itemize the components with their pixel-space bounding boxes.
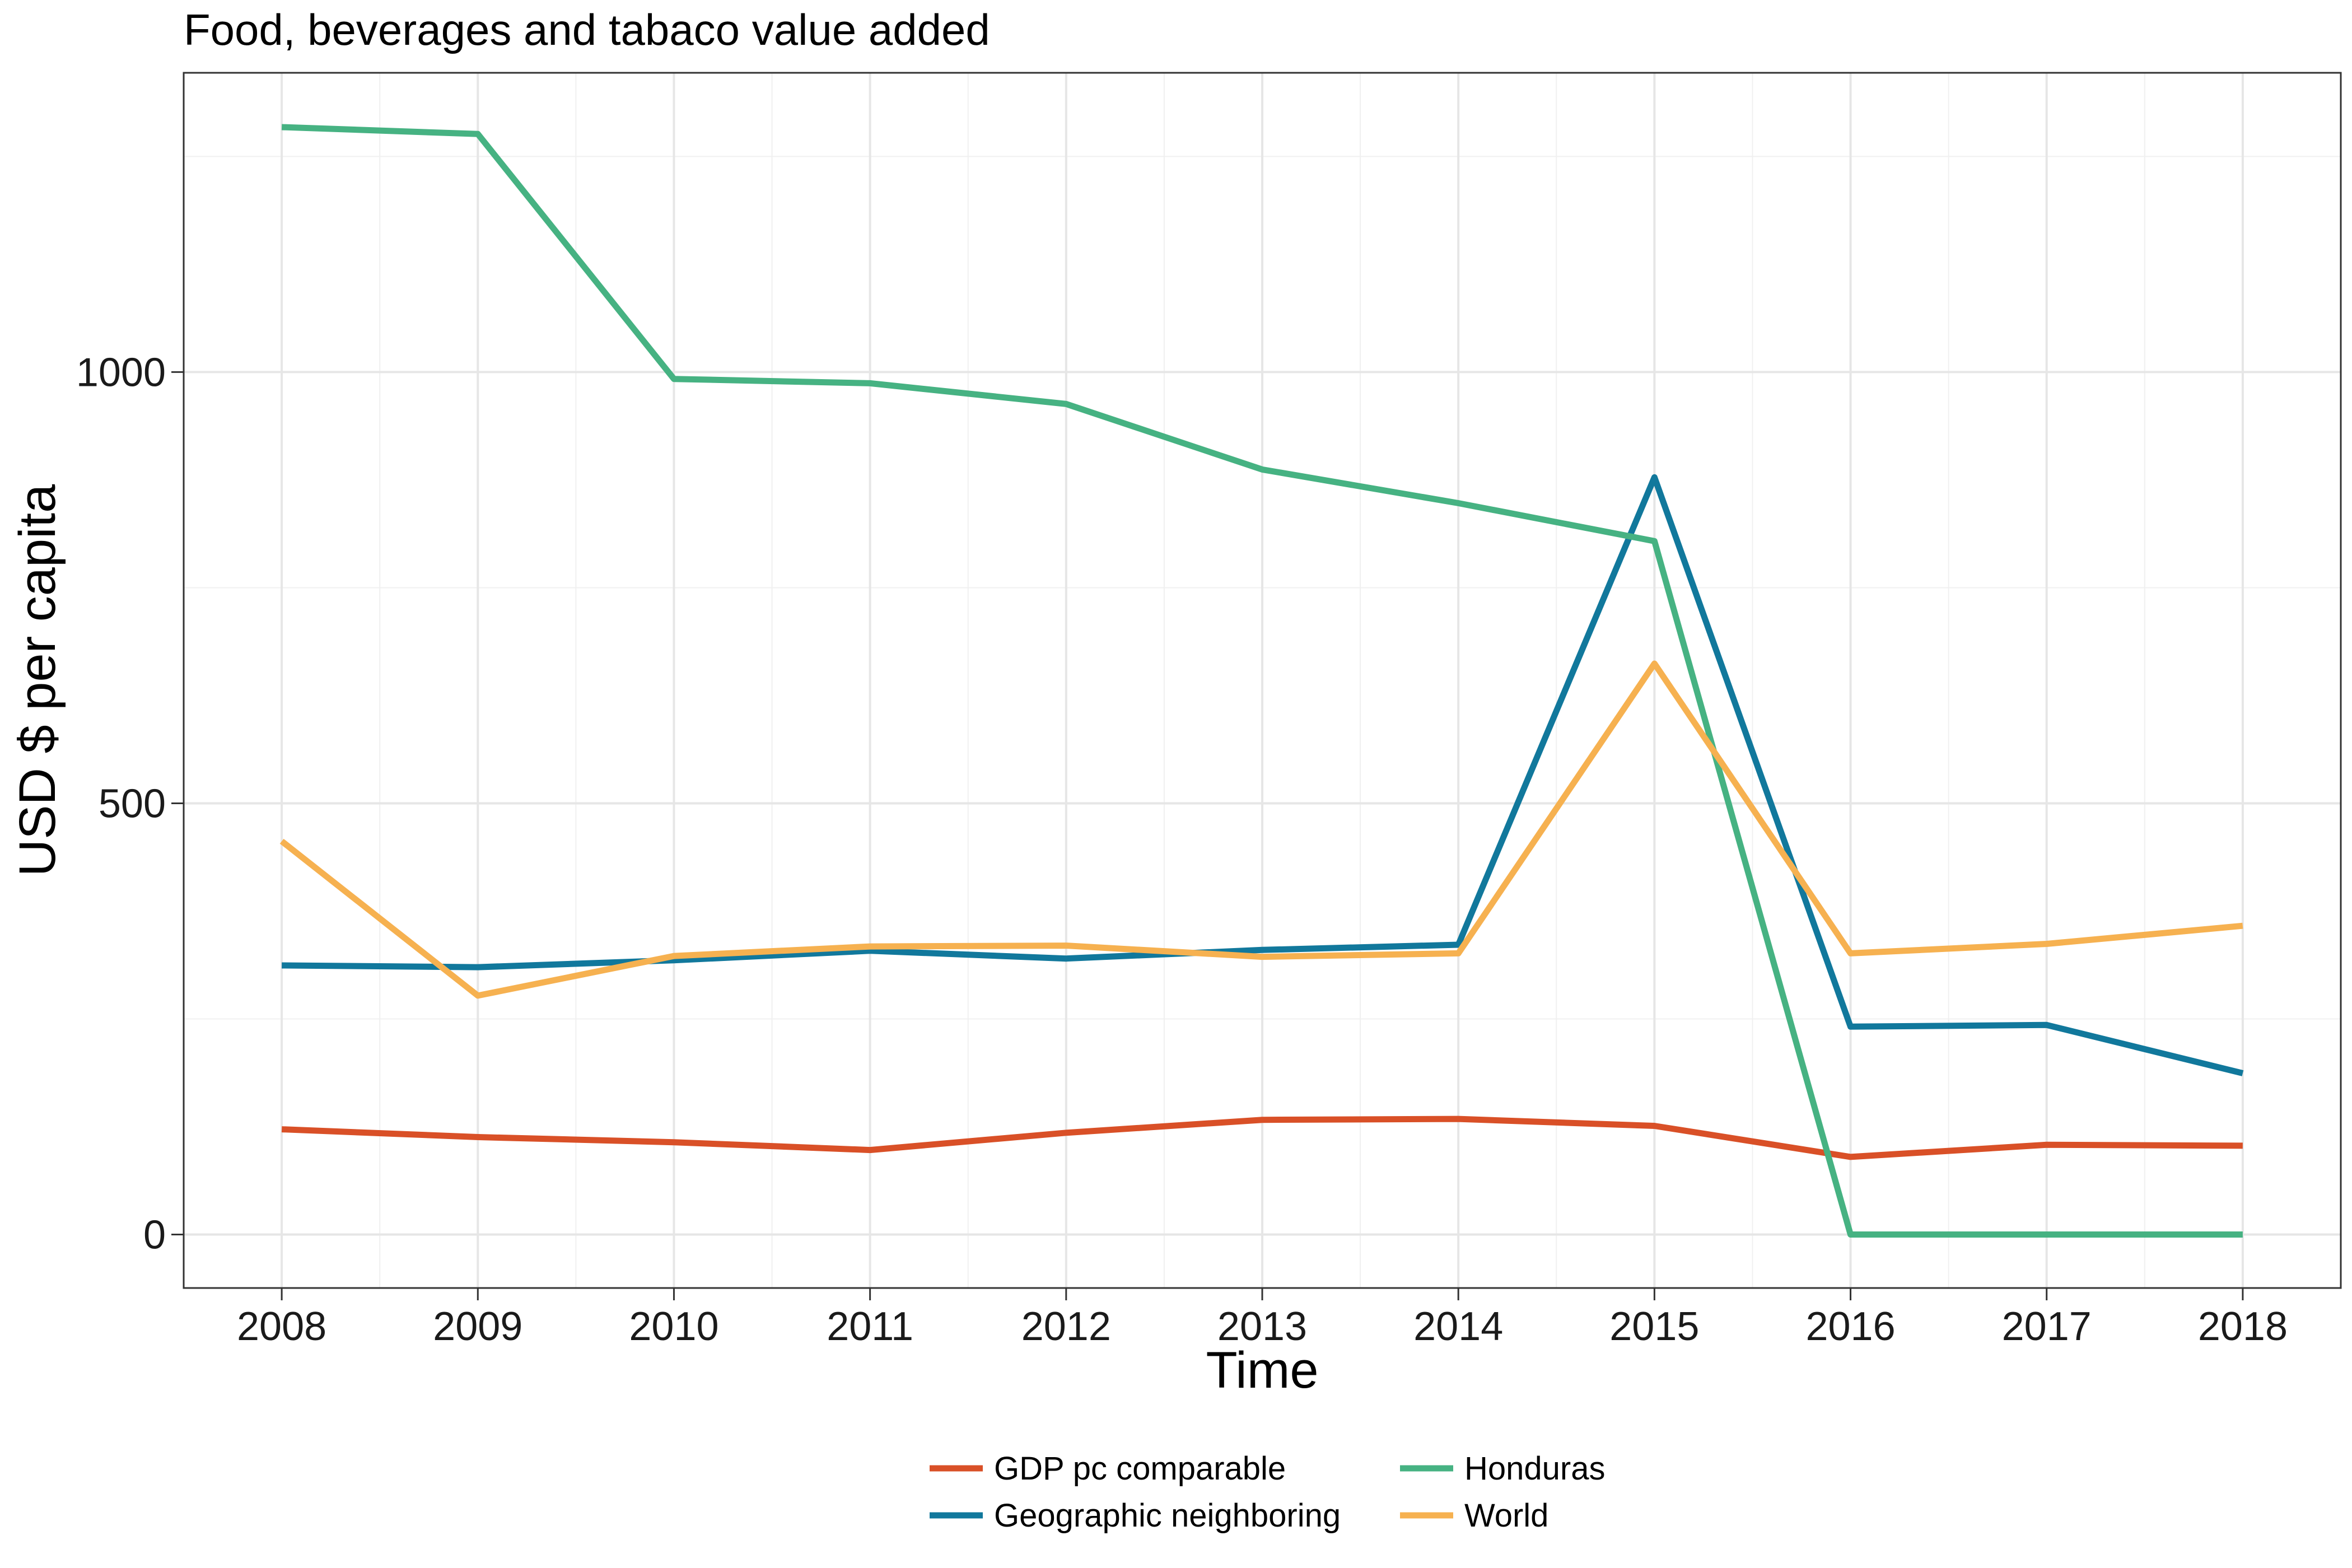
- x-tick-label: 2016: [1805, 1304, 1895, 1349]
- series-lines: [279, 124, 2244, 1238]
- axes: 2008 2009 2010 2011 2012 2013 2014 2015 2016 2017…: [76, 350, 2288, 1349]
- x-tick-label: 2015: [1609, 1304, 1699, 1349]
- legend-label: Honduras: [1464, 1450, 1605, 1487]
- x-axis-title: Time: [1206, 1342, 1318, 1399]
- chart-title: Food, beverages and tabaco value added: [184, 5, 990, 54]
- y-tick-label: 0: [143, 1213, 166, 1258]
- legend-label: GDP pc comparable: [994, 1450, 1286, 1487]
- y-tick-label: 500: [99, 781, 166, 826]
- x-tick-label: 2018: [2198, 1304, 2288, 1349]
- x-tick-label: 2011: [827, 1304, 913, 1349]
- series-line-world: [279, 660, 2243, 999]
- series-line-gdp-pc-comparable: [281, 1116, 2243, 1160]
- legend-item: Honduras: [1400, 1450, 1605, 1487]
- x-tick-label: 2014: [1413, 1304, 1503, 1349]
- y-axis-title: USD $ per capita: [9, 484, 66, 876]
- legend-item: Geographic neighboring: [930, 1497, 1341, 1534]
- x-tick-label: 2017: [2002, 1304, 2092, 1349]
- series-line-geographic-neighboring: [282, 474, 2244, 1076]
- x-tick-label: 2008: [237, 1304, 326, 1349]
- legend-label: World: [1464, 1497, 1548, 1534]
- legend-item: World: [1400, 1497, 1548, 1534]
- x-tick-label: 2009: [433, 1304, 522, 1349]
- legend: GDP pc comparable Geographic neighboring H…: [930, 1450, 1605, 1534]
- legend-label: Geographic neighboring: [994, 1497, 1341, 1534]
- y-tick-label: 1000: [76, 350, 166, 395]
- series-line-honduras: [281, 124, 2243, 1238]
- x-tick-label: 2010: [629, 1304, 718, 1349]
- legend-item: GDP pc comparable: [930, 1450, 1286, 1487]
- x-tick-label: 2013: [1217, 1304, 1307, 1349]
- grid-lines: [184, 73, 2341, 1288]
- x-tick-label: 2012: [1021, 1304, 1111, 1349]
